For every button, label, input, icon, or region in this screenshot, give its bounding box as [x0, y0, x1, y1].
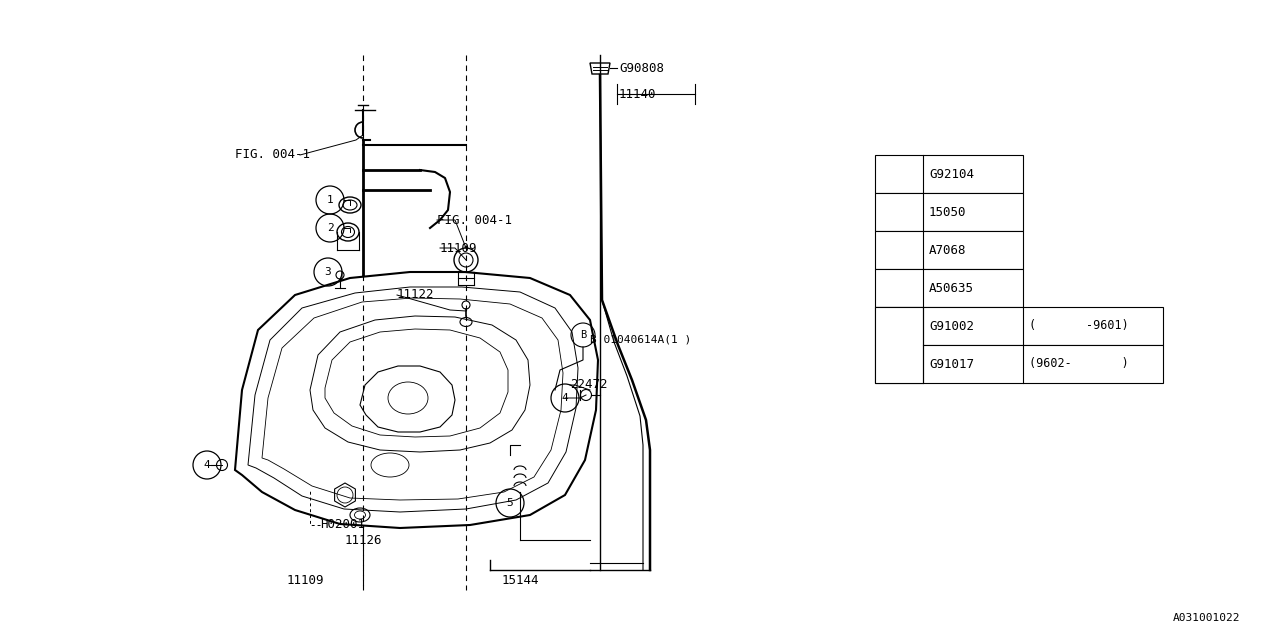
Text: FIG. 004-1: FIG. 004-1 — [436, 214, 512, 227]
Text: 22472: 22472 — [570, 378, 608, 392]
Text: 4: 4 — [204, 460, 210, 470]
Text: G91002: G91002 — [929, 319, 974, 333]
Text: B: B — [580, 330, 586, 340]
Bar — [876, 155, 1023, 193]
Text: A031001022: A031001022 — [1172, 613, 1240, 623]
Text: G91017: G91017 — [929, 358, 974, 371]
Text: 3: 3 — [896, 245, 902, 255]
Text: 15144: 15144 — [502, 573, 539, 586]
Text: B 01040614A(1 ): B 01040614A(1 ) — [590, 335, 691, 345]
Text: G90808: G90808 — [620, 61, 664, 74]
Text: 1: 1 — [896, 169, 902, 179]
Bar — [876, 307, 1164, 345]
Text: H02001: H02001 — [320, 518, 365, 531]
Text: G92104: G92104 — [929, 168, 974, 180]
Text: 11122: 11122 — [397, 289, 434, 301]
Text: 11109: 11109 — [440, 241, 477, 255]
Text: 5: 5 — [896, 340, 902, 350]
Text: (9602-       ): (9602- ) — [1029, 358, 1129, 371]
Bar — [876, 269, 1023, 307]
Text: 11140: 11140 — [620, 88, 657, 100]
Text: 3: 3 — [325, 267, 332, 277]
Text: A7068: A7068 — [929, 243, 966, 257]
Bar — [876, 231, 1023, 269]
Text: A50635: A50635 — [929, 282, 974, 294]
Text: FIG. 004-1: FIG. 004-1 — [236, 148, 310, 161]
Bar — [876, 345, 1164, 383]
Text: 11126: 11126 — [346, 534, 383, 547]
Text: 2: 2 — [896, 207, 902, 217]
Text: 5: 5 — [507, 498, 513, 508]
Text: 4: 4 — [896, 283, 902, 293]
Text: 4: 4 — [562, 393, 568, 403]
Text: 1: 1 — [326, 195, 333, 205]
Text: 2: 2 — [326, 223, 333, 233]
Bar — [876, 307, 923, 383]
Text: (       -9601): ( -9601) — [1029, 319, 1129, 333]
Text: 15050: 15050 — [929, 205, 966, 218]
Bar — [876, 193, 1023, 231]
Text: 11109: 11109 — [287, 573, 324, 586]
